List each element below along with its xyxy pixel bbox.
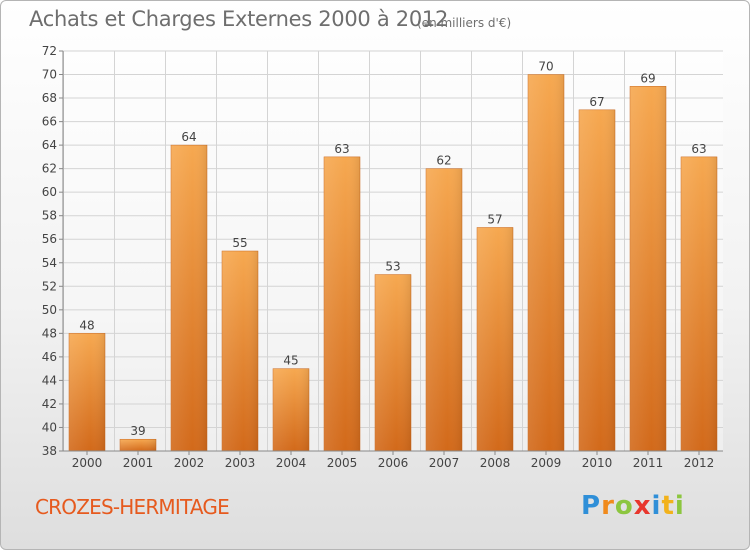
data-label: 63 bbox=[691, 142, 706, 156]
bar-shade-2002 bbox=[171, 145, 207, 451]
x-tick-label: 2012 bbox=[684, 456, 715, 470]
x-tick-label: 2001 bbox=[123, 456, 154, 470]
bar-shade-2006 bbox=[375, 274, 411, 451]
data-label: 39 bbox=[130, 424, 145, 438]
data-label: 63 bbox=[334, 142, 349, 156]
logo-letter: i bbox=[651, 491, 662, 521]
y-tick-label: 68 bbox=[42, 91, 57, 105]
logo-letter: r bbox=[601, 491, 615, 521]
x-tick-label: 2007 bbox=[429, 456, 460, 470]
data-label: 55 bbox=[232, 236, 247, 250]
x-tick-label: 2006 bbox=[378, 456, 409, 470]
y-tick-label: 46 bbox=[42, 350, 57, 364]
data-label: 45 bbox=[283, 354, 298, 368]
y-tick-label: 54 bbox=[42, 256, 57, 270]
data-label: 53 bbox=[385, 260, 400, 274]
x-tick-label: 2002 bbox=[174, 456, 205, 470]
y-tick-label: 38 bbox=[42, 444, 57, 458]
data-label: 48 bbox=[79, 318, 94, 332]
y-tick-label: 56 bbox=[42, 232, 57, 246]
data-label: 70 bbox=[538, 60, 553, 74]
x-tick-label: 2008 bbox=[480, 456, 511, 470]
y-tick-label: 58 bbox=[42, 209, 57, 223]
y-tick-label: 60 bbox=[42, 185, 57, 199]
logo-letter: x bbox=[633, 491, 652, 521]
data-label: 57 bbox=[487, 212, 502, 226]
bar-shade-2007 bbox=[426, 168, 462, 451]
y-tick-label: 48 bbox=[42, 326, 57, 340]
bar-shade-2005 bbox=[324, 156, 360, 451]
y-tick-label: 40 bbox=[42, 420, 57, 434]
logo-letter: P bbox=[581, 491, 602, 521]
bar-shade-2008 bbox=[477, 227, 513, 451]
bar-shade-2011 bbox=[630, 86, 666, 451]
bar-shade-2009 bbox=[528, 74, 564, 451]
y-tick-label: 70 bbox=[42, 68, 57, 82]
bar-shade-2004 bbox=[273, 368, 309, 451]
y-tick-label: 50 bbox=[42, 303, 57, 317]
x-tick-label: 2005 bbox=[327, 456, 358, 470]
y-tick-label: 42 bbox=[42, 397, 57, 411]
chart-title: Achats et Charges Externes 2000 à 2012 bbox=[29, 7, 449, 31]
proxiti-logo[interactable]: Proxiti bbox=[581, 491, 685, 521]
axes: 38 40 42 44 46 48 50 52 54 56 58 60 62 64 66 68 70 72 2000… bbox=[42, 44, 723, 470]
chart-subtitle: (en milliers d'€) bbox=[417, 16, 512, 30]
data-labels: 48 39 64 55 45 63 53 62 57 70 67 69 63 bbox=[79, 60, 706, 439]
data-label: 67 bbox=[589, 95, 604, 109]
bars bbox=[68, 74, 718, 452]
logo-letter: o bbox=[614, 491, 634, 521]
x-tick-label: 2010 bbox=[582, 456, 613, 470]
y-tick-label: 66 bbox=[42, 115, 57, 129]
data-label: 64 bbox=[181, 130, 196, 144]
y-tick-label: 62 bbox=[42, 162, 57, 176]
data-label: 69 bbox=[640, 71, 655, 85]
place-name: CROZES-HERMITAGE bbox=[35, 495, 230, 519]
y-tick-label: 72 bbox=[42, 44, 57, 58]
x-tick-label: 2003 bbox=[225, 456, 256, 470]
bar-shade-2012 bbox=[681, 156, 717, 451]
x-tick-label: 2000 bbox=[72, 456, 103, 470]
y-tick-label: 64 bbox=[42, 138, 57, 152]
bar-shade-2003 bbox=[222, 251, 258, 451]
x-tick-label: 2009 bbox=[531, 456, 562, 470]
bar-shade-2001 bbox=[120, 439, 156, 451]
x-tick-label: 2011 bbox=[633, 456, 664, 470]
y-tick-label: 52 bbox=[42, 279, 57, 293]
logo-letter: i bbox=[674, 491, 685, 521]
bar-shade-2010 bbox=[579, 109, 615, 451]
bar-shade-2000 bbox=[69, 333, 105, 451]
y-tick-label: 44 bbox=[42, 373, 57, 387]
logo-letter: t bbox=[661, 491, 675, 521]
x-tick-label: 2004 bbox=[276, 456, 307, 470]
data-label: 62 bbox=[436, 154, 451, 168]
